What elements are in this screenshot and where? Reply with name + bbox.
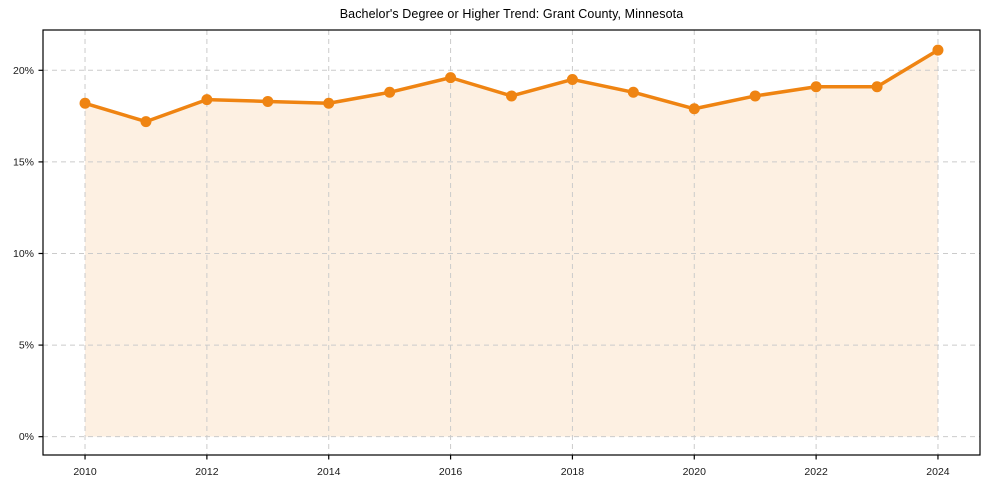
data-point-2012	[201, 94, 213, 106]
x-tick-label: 2020	[683, 466, 707, 478]
y-tick-label: 0%	[19, 431, 34, 443]
data-point-2011	[140, 116, 152, 128]
y-tick-label: 15%	[13, 156, 34, 168]
data-point-2019	[627, 86, 639, 98]
data-point-2015	[384, 86, 396, 98]
data-point-2010	[79, 97, 91, 109]
data-point-2014	[323, 97, 335, 109]
x-tick-label: 2016	[439, 466, 463, 478]
data-point-2022	[810, 81, 822, 93]
data-point-2020	[688, 103, 700, 115]
data-point-2021	[749, 90, 761, 102]
data-point-2024	[932, 44, 944, 56]
data-point-2017	[506, 90, 517, 102]
x-tick-label: 2018	[561, 466, 585, 478]
y-tick-label: 20%	[13, 65, 34, 77]
x-tick-label: 2022	[804, 466, 828, 478]
y-tick-label: 10%	[13, 248, 34, 260]
chart-title: Bachelor's Degree or Higher Trend: Grant…	[339, 7, 684, 21]
x-tick-label: 2024	[926, 466, 950, 478]
y-tick-label: 5%	[19, 340, 34, 352]
data-point-2023	[871, 81, 883, 93]
data-point-2013	[262, 95, 274, 107]
data-point-2016	[445, 72, 457, 84]
x-tick-label: 2010	[73, 466, 97, 478]
data-point-2018	[566, 73, 578, 85]
x-tick-label: 2014	[317, 466, 341, 478]
series-area	[85, 50, 938, 437]
x-tick-label: 2012	[195, 466, 219, 478]
plot-border	[42, 29, 981, 456]
